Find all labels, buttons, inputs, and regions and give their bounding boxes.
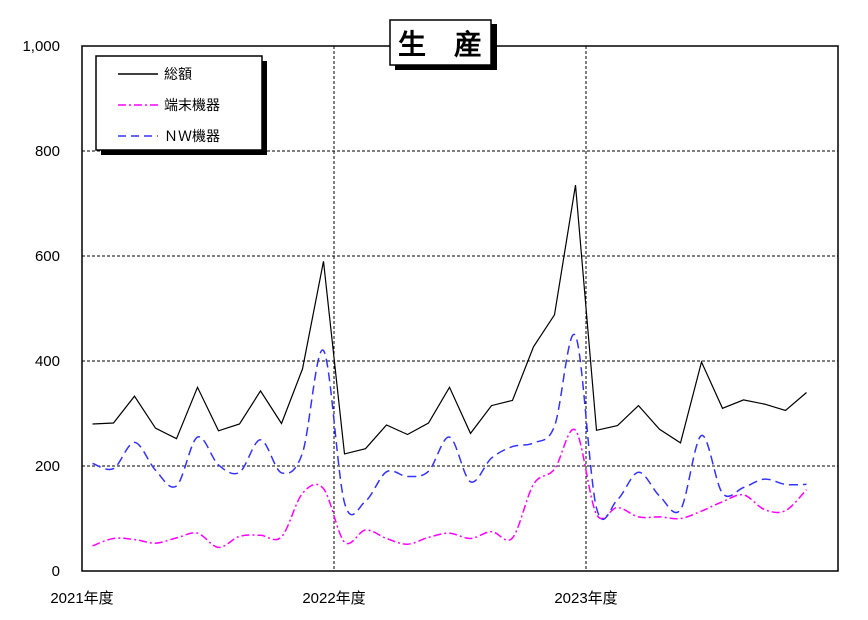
x-tick-label: 2023年度 xyxy=(554,590,617,607)
series-line-2 xyxy=(92,428,808,549)
y-tick-label: 800 xyxy=(35,143,60,160)
series-layer xyxy=(92,185,808,549)
x-tick-label: 2022年度 xyxy=(302,590,365,607)
legend-label: 総額 xyxy=(164,67,192,83)
legend-label: 端末機器 xyxy=(164,98,220,114)
x-tick-label: 2021年度 xyxy=(50,590,113,607)
series-line-1 xyxy=(92,185,807,455)
y-tick-label: 0 xyxy=(52,563,60,580)
x-axis-ticks: 2021年度 2022年度 2023年度 xyxy=(50,590,617,607)
y-axis-ticks: 0 200 400 600 800 1,000 xyxy=(22,38,60,580)
y-tick-label: 1,000 xyxy=(22,38,60,55)
legend-label: ＮＷ機器 xyxy=(164,129,220,145)
series-line-3 xyxy=(92,333,807,521)
chart-title: 生 産 xyxy=(398,28,482,61)
y-tick-label: 400 xyxy=(35,353,60,370)
y-tick-label: 200 xyxy=(35,458,60,475)
y-tick-label: 600 xyxy=(35,248,60,265)
chart-title-box: 生 産 xyxy=(389,19,497,70)
